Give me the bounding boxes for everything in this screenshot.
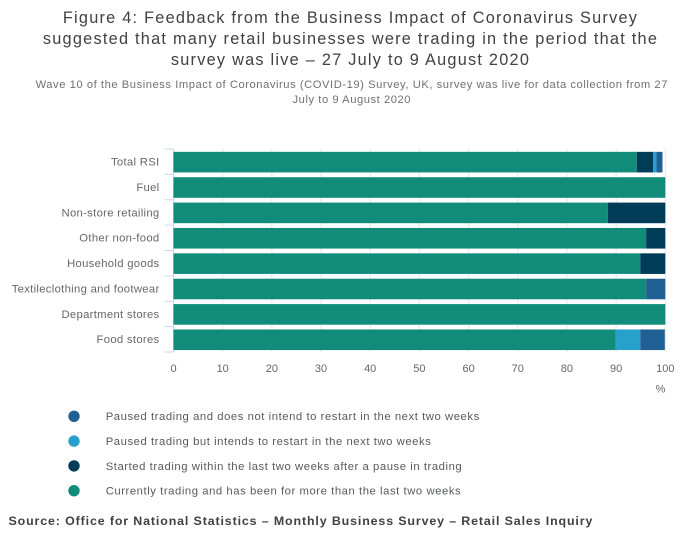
svg-text:Fuel: Fuel [136, 182, 159, 194]
svg-text:Other non-food: Other non-food [79, 233, 159, 245]
svg-text:20: 20 [266, 363, 278, 375]
svg-text:Paused trading and does not in: Paused trading and does not intend to re… [106, 411, 480, 423]
svg-text:Food stores: Food stores [97, 334, 160, 346]
svg-text:0: 0 [170, 363, 176, 375]
svg-text:60: 60 [462, 363, 474, 375]
svg-text:Currently trading and has been: Currently trading and has been for more … [106, 486, 462, 498]
svg-text:90: 90 [610, 363, 622, 375]
svg-text:80: 80 [561, 363, 573, 375]
svg-text:%: % [656, 383, 666, 395]
svg-text:30: 30 [315, 363, 327, 375]
svg-text:10: 10 [217, 363, 229, 375]
svg-text:Department stores: Department stores [61, 309, 159, 321]
svg-text:100: 100 [656, 363, 674, 375]
svg-text:Total RSI: Total RSI [111, 157, 160, 169]
svg-text:Started trading within the las: Started trading within the last two week… [106, 461, 463, 473]
svg-text:Paused trading but intends to: Paused trading but intends to restart in… [106, 436, 432, 448]
svg-text:70: 70 [512, 363, 524, 375]
svg-text:Textileclothing and footwear: Textileclothing and footwear [12, 283, 160, 295]
svg-text:Household goods: Household goods [67, 258, 159, 270]
svg-text:50: 50 [413, 363, 425, 375]
svg-text:40: 40 [364, 363, 376, 375]
svg-text:Non-store retailing: Non-store retailing [62, 207, 160, 219]
